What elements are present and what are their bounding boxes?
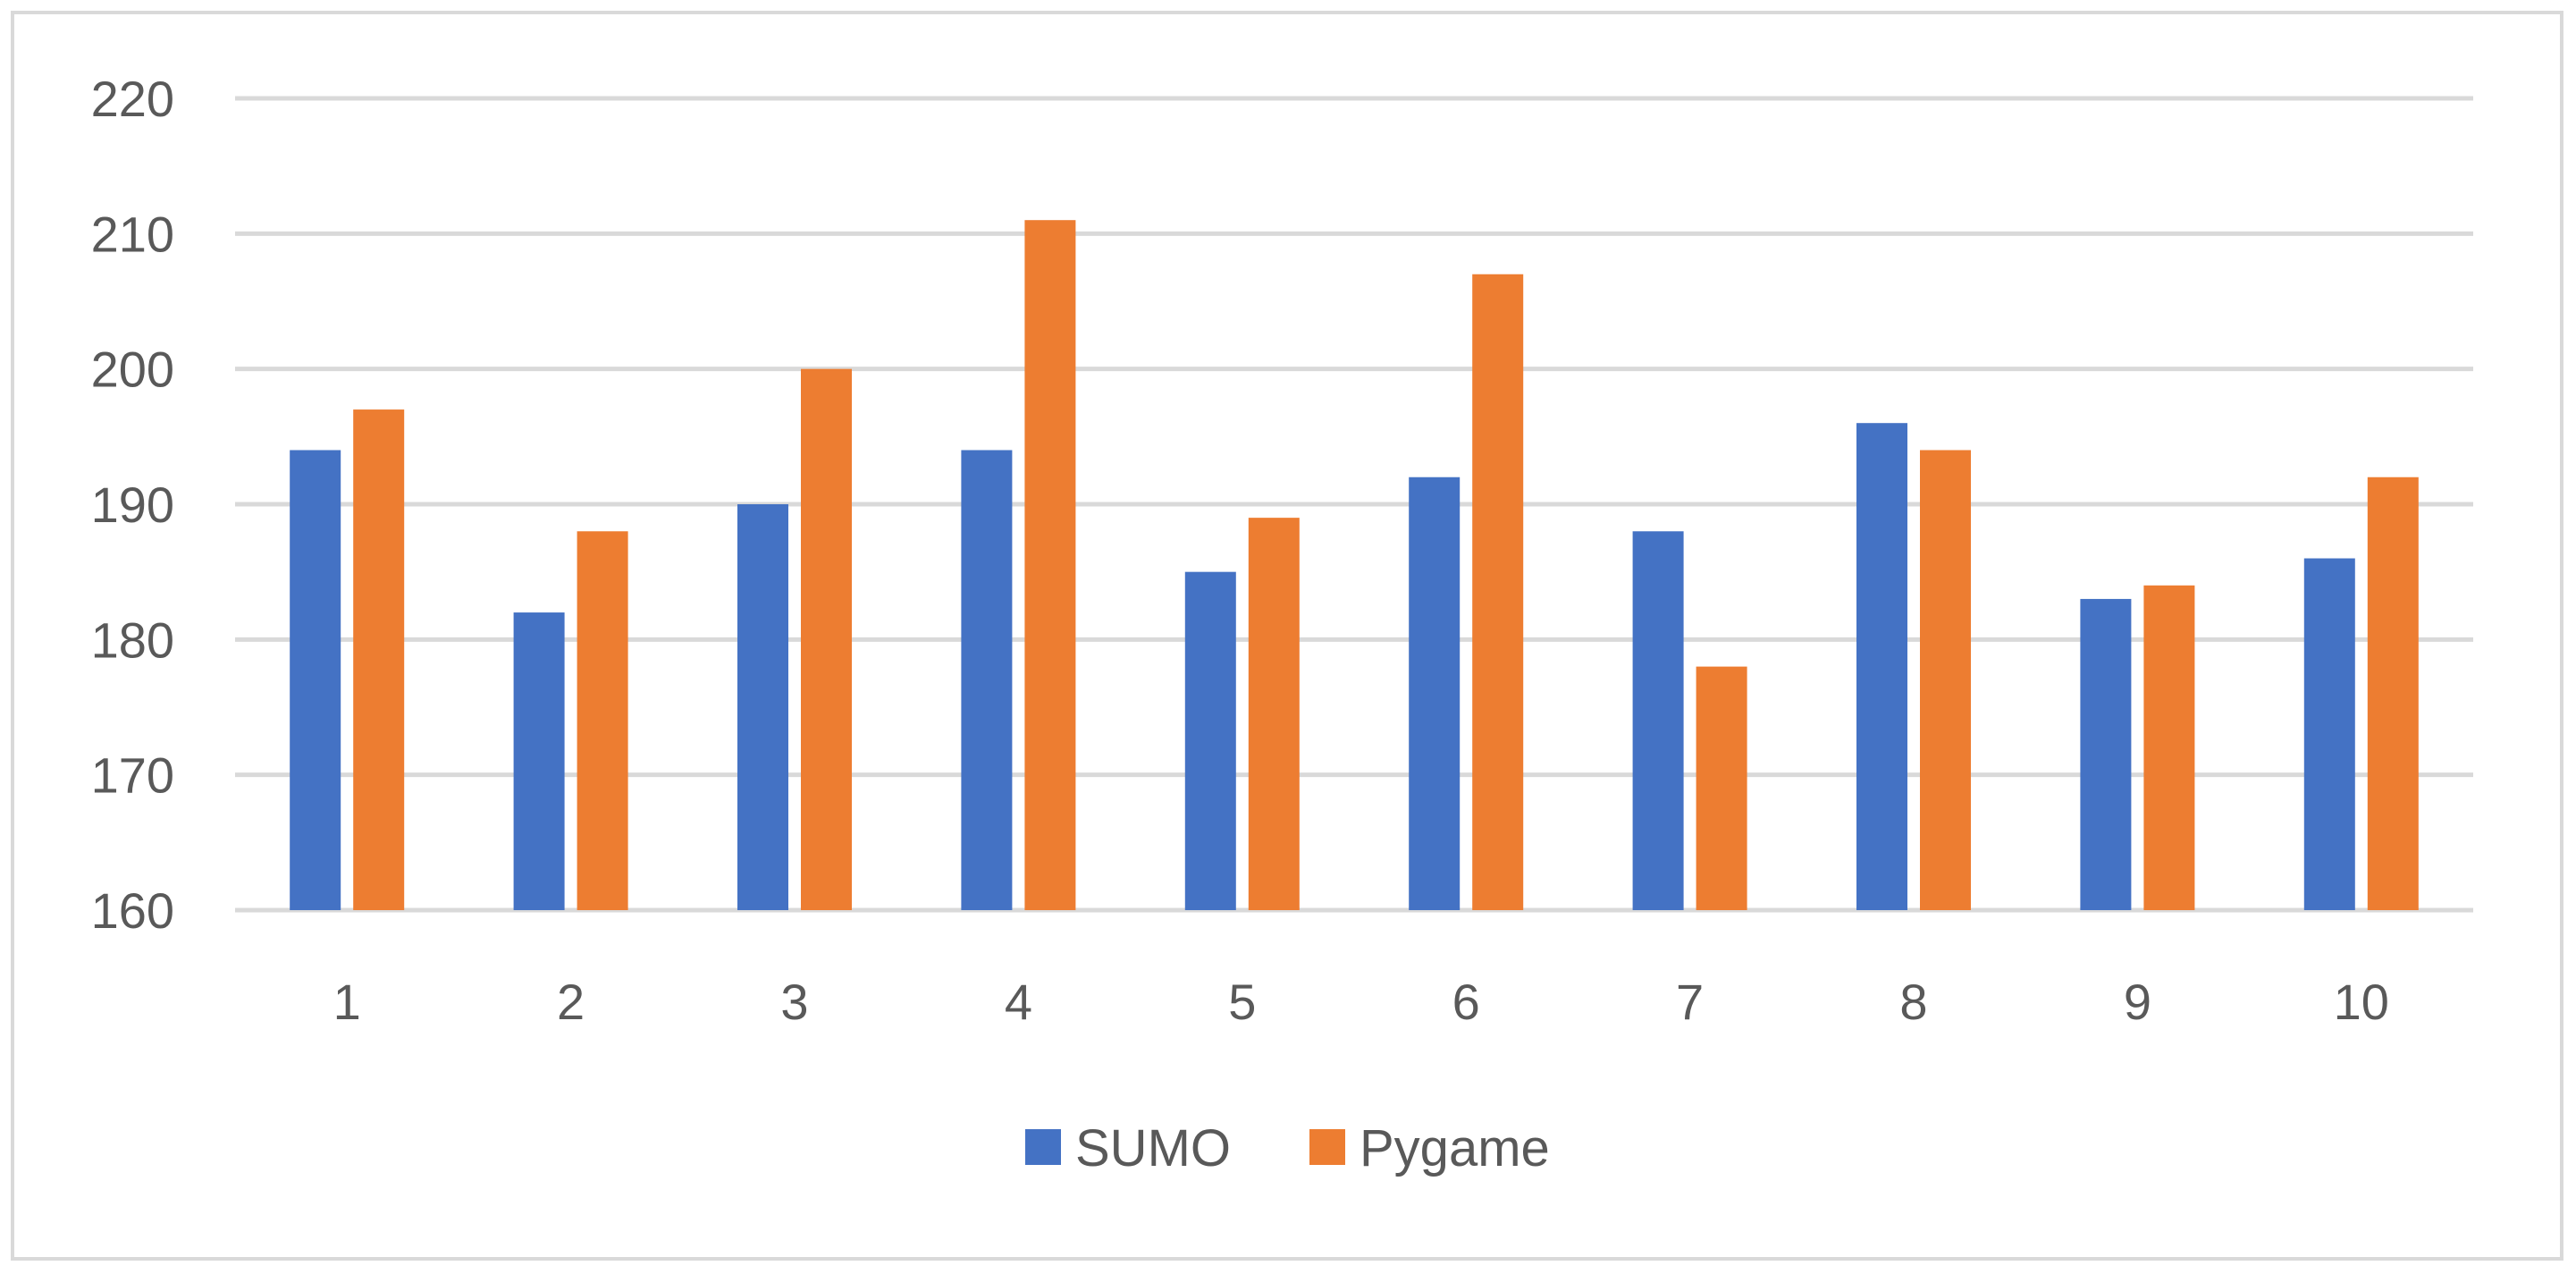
x-tick-label: 1: [333, 974, 361, 1030]
bar-sumo-8: [1856, 423, 1907, 910]
legend-swatch-sumo: [1025, 1129, 1061, 1165]
x-tick-label: 8: [1899, 974, 1927, 1030]
gridlines: [235, 96, 2473, 913]
x-tick-label: 4: [1005, 974, 1032, 1030]
bar-pygame-6: [1472, 274, 1524, 910]
x-tick-label: 7: [1676, 974, 1704, 1030]
x-tick-label: 9: [2124, 974, 2151, 1030]
x-tick-label: 5: [1228, 974, 1256, 1030]
bar-pygame-4: [1024, 220, 1076, 910]
bar-sumo-7: [1632, 531, 1684, 910]
bar-sumo-6: [1409, 477, 1461, 910]
bar-pygame-5: [1248, 518, 1300, 910]
legend-label-pygame: Pygame: [1360, 1119, 1550, 1177]
y-tick-label: 210: [91, 206, 174, 262]
y-tick-label: 200: [91, 342, 174, 398]
bar-pygame-8: [1920, 450, 1971, 910]
legend-label-sumo: SUMO: [1075, 1119, 1231, 1177]
x-tick-label: 6: [1452, 974, 1480, 1030]
y-tick-label: 170: [91, 747, 174, 804]
y-tick-label: 220: [91, 71, 174, 127]
y-tick-label: 180: [91, 612, 174, 668]
bar-pygame-2: [577, 531, 628, 910]
bar-sumo-10: [2303, 558, 2355, 910]
bar-sumo-5: [1184, 571, 1236, 910]
bar-pygame-3: [801, 368, 852, 911]
y-tick-label: 190: [91, 477, 174, 533]
bar-pygame-1: [353, 409, 405, 911]
x-tick-label: 2: [557, 974, 585, 1030]
bar-sumo-1: [290, 450, 341, 910]
x-axis-ticks: 1 2 3 4 5 6 7 8 9 10: [333, 974, 2389, 1030]
bar-sumo-4: [961, 450, 1013, 910]
bar-sumo-2: [513, 612, 565, 910]
y-tick-label: 160: [91, 882, 174, 939]
bar-pygame-10: [2367, 477, 2419, 910]
bar-pygame-7: [1696, 666, 1747, 910]
y-axis-ticks: 160 170 180 190 200 210 220: [91, 71, 174, 939]
bar-pygame-9: [2143, 585, 2195, 910]
bar-sumo-3: [737, 504, 788, 910]
x-tick-label: 10: [2334, 974, 2389, 1030]
bars: [290, 220, 2419, 911]
bar-sumo-9: [2080, 598, 2132, 910]
legend-swatch-pygame: [1309, 1129, 1345, 1165]
legend: SUMO Pygame: [1025, 1119, 1550, 1177]
x-tick-label: 3: [780, 974, 808, 1030]
